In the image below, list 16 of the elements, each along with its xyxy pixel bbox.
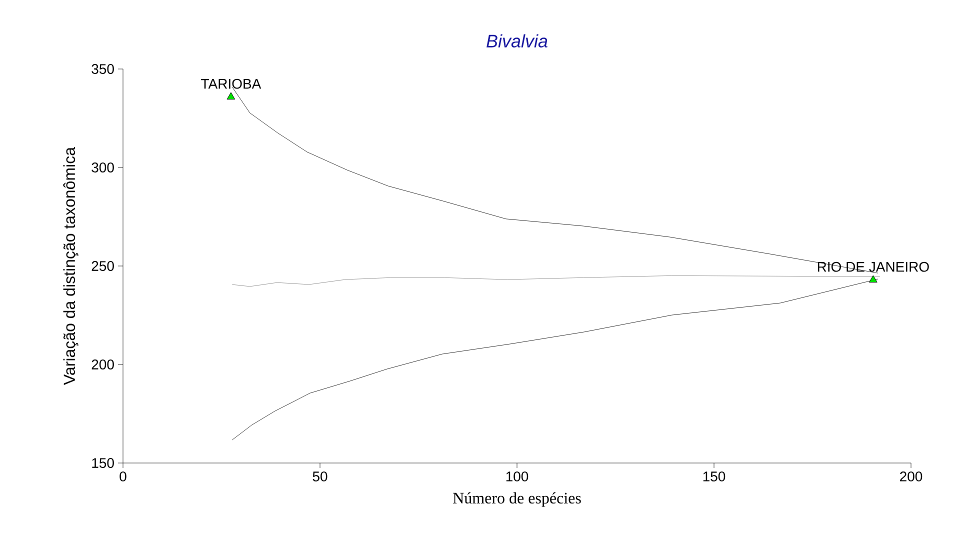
x-tick-label: 50 (312, 472, 328, 482)
y-tick-label: 250 (92, 261, 114, 271)
line-series (232, 275, 880, 287)
y-tick-label: 200 (92, 360, 114, 370)
y-tick-label: 150 (92, 458, 114, 468)
chart-title: Bivalvia (486, 34, 548, 48)
x-tick-label: 200 (900, 472, 922, 482)
y-tick-label: 350 (92, 64, 114, 74)
y-tick-label: 300 (92, 162, 114, 172)
x-tick-label: 100 (506, 472, 528, 482)
x-tick-label: 0 (120, 472, 126, 482)
x-tick-label: 150 (703, 472, 726, 482)
y-axis-title: Variação da distinção taxonômica (63, 147, 78, 385)
x-axis-title: Número de espécies (453, 492, 581, 507)
annotation: TARIOBA (201, 78, 262, 89)
annotation: RIO DE JANEIRO (818, 262, 929, 272)
